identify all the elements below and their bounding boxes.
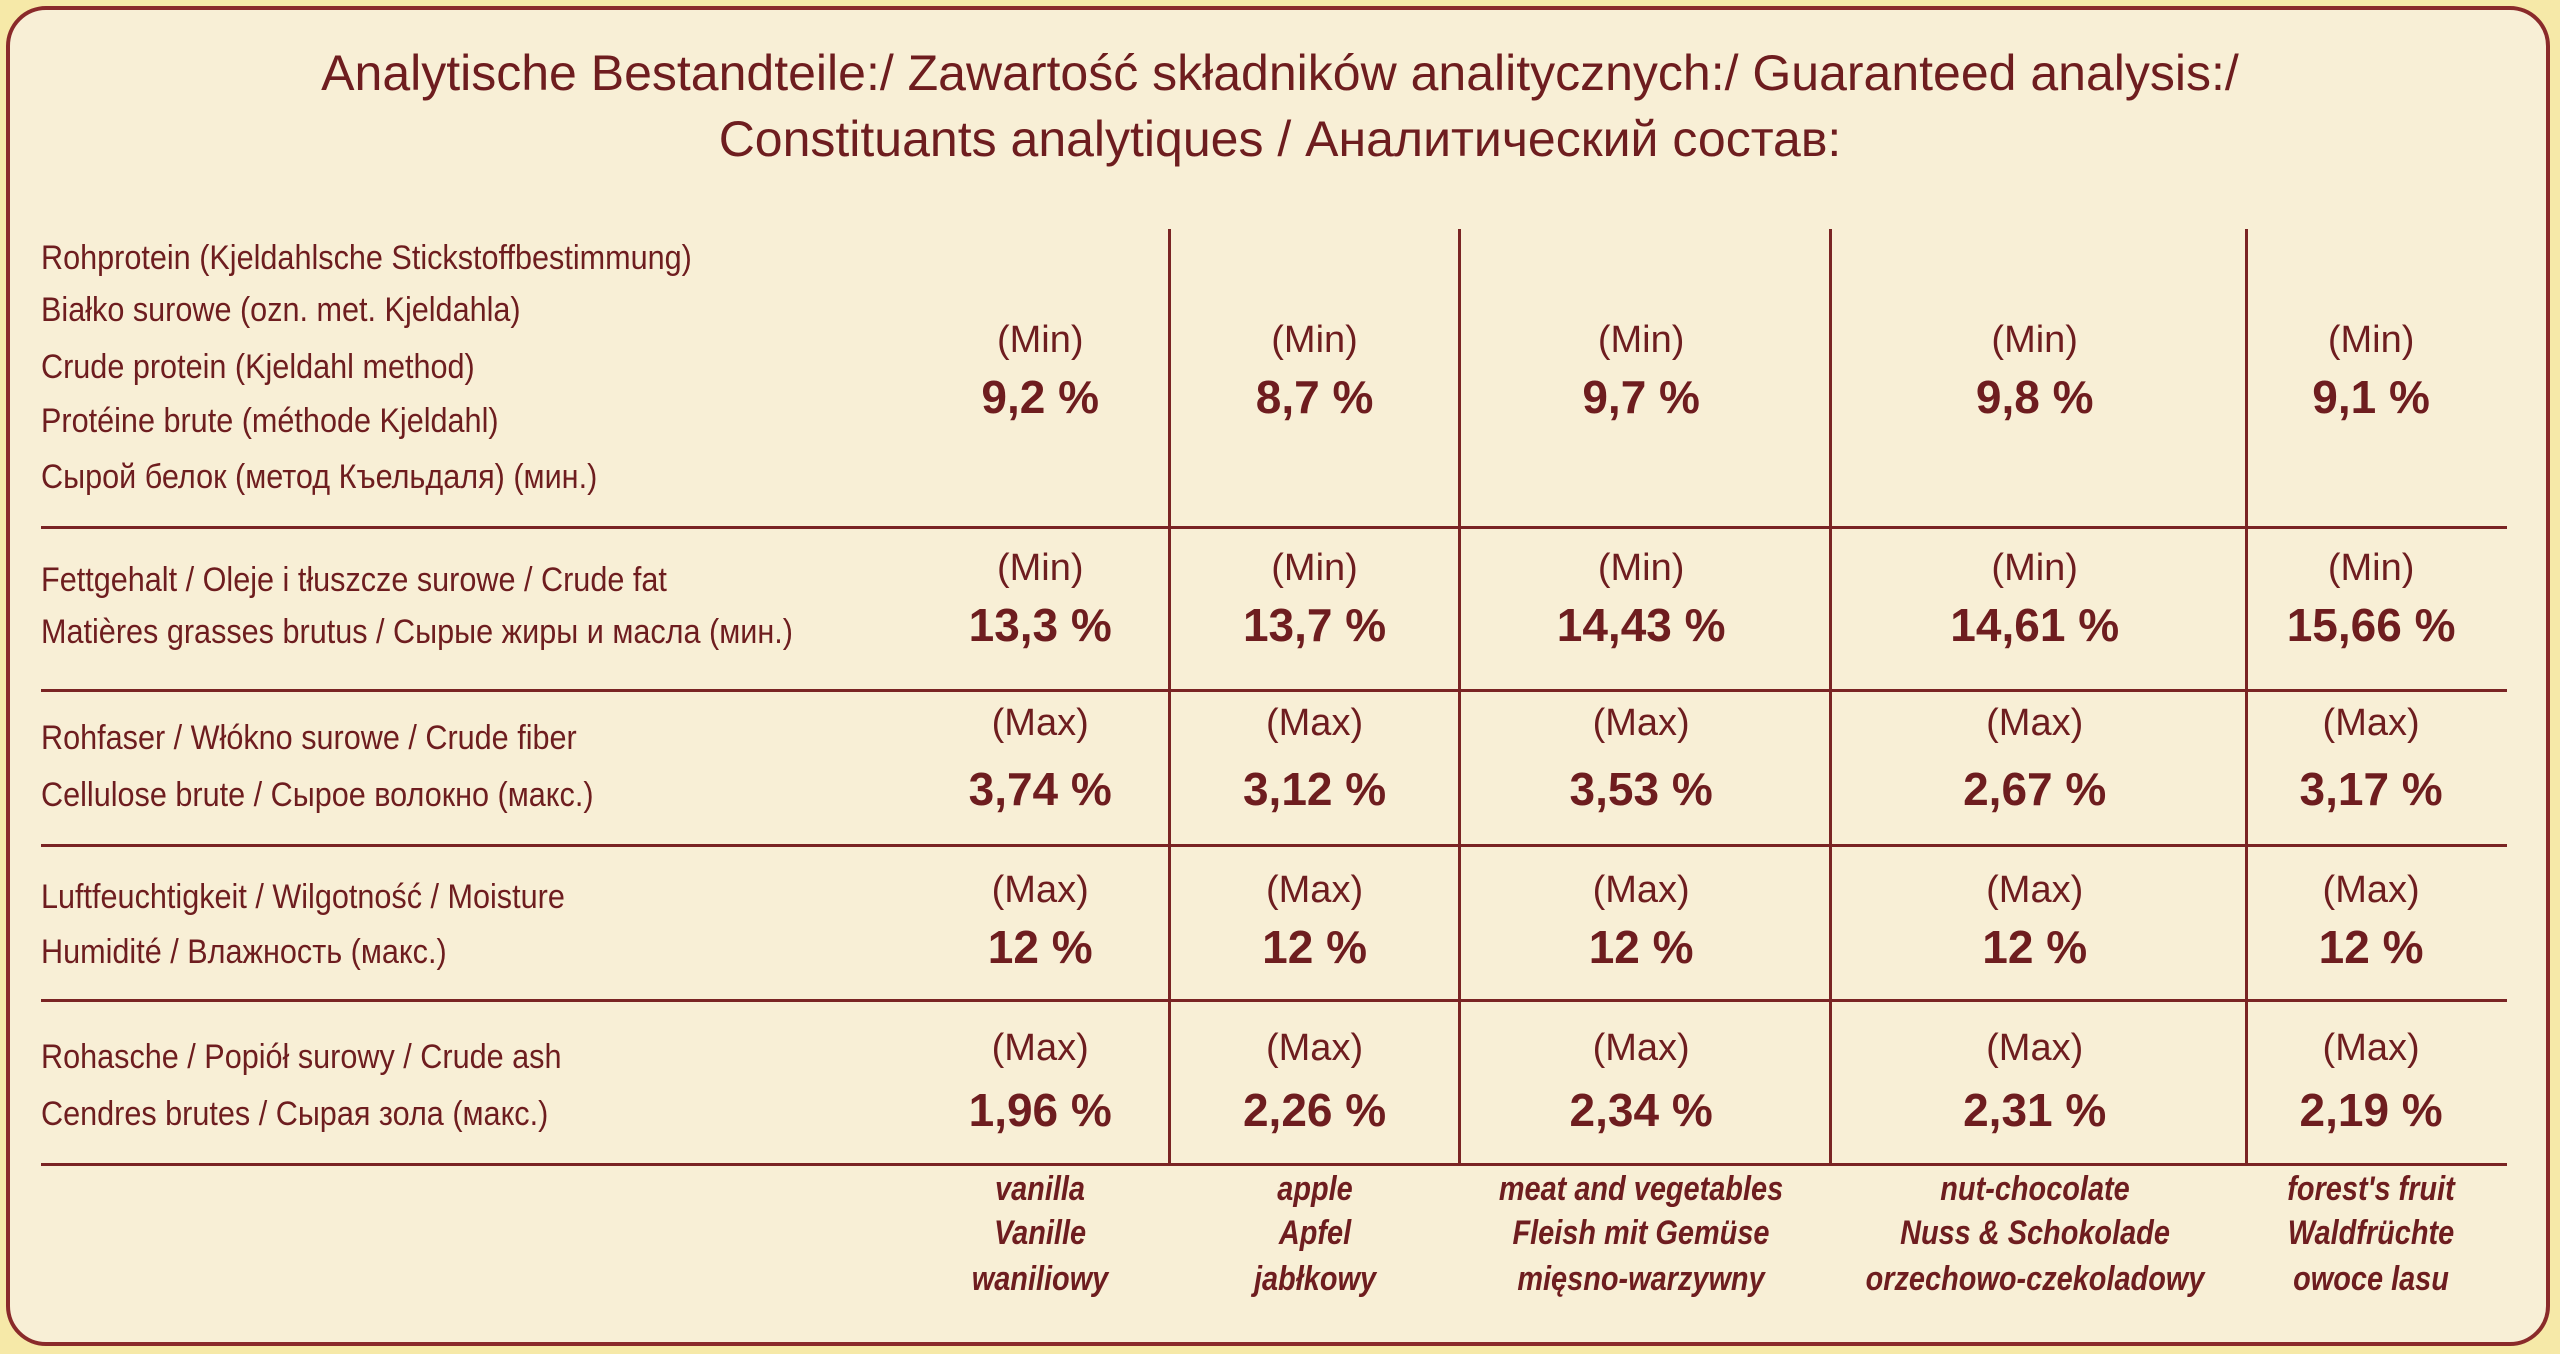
qualifier: (Max): [1266, 1027, 1364, 1070]
flavor-name: Nuss & Schokolade: [1899, 1213, 2170, 1252]
flavor-name: apple: [1276, 1169, 1353, 1208]
column-divider: [1828, 228, 1832, 1163]
title-line: Analytische Bestandteile:/ Zawartość skł…: [321, 45, 2239, 102]
value: 3,74 %: [968, 762, 1112, 815]
qualifier: (Min): [1271, 318, 1358, 361]
qualifier: (Max): [1986, 868, 2084, 911]
value: 14,61 %: [1950, 599, 2120, 652]
row-label: Matières grasses brutus / Сырые жиры и м…: [40, 612, 793, 651]
row-label: Сырой белок (метод Къельдаля) (мин.): [40, 457, 598, 496]
value: 3,53 %: [1569, 762, 1713, 815]
row-label: Rohasche / Popiół surowy / Crude ash: [40, 1037, 562, 1076]
qualifier: (Max): [991, 1027, 1089, 1070]
value: 12 %: [2318, 921, 2424, 974]
value: 12 %: [987, 921, 1093, 974]
value: 12 %: [1982, 921, 2088, 974]
qualifier: (Min): [2327, 547, 2415, 590]
value: 12 %: [1262, 921, 1367, 974]
column-divider: [2245, 228, 2249, 1163]
row-label: Humidité / Влажность (макс.): [40, 933, 447, 972]
value: 9,2 %: [981, 370, 1100, 423]
flavor-name: owoce lasu: [2293, 1259, 2450, 1298]
row-label: Crude protein (Kjeldahl method): [40, 348, 475, 387]
value: 2,67 %: [1963, 762, 2107, 815]
flavor-name: Fleish mit Gemüse: [1512, 1213, 1770, 1252]
row-label: Białko surowe (ozn. met. Kjeldahla): [40, 291, 521, 330]
panel: [6, 6, 2550, 1346]
qualifier: (Max): [1592, 702, 1690, 745]
value: 15,66 %: [2286, 599, 2456, 652]
flavor-name: Waldfrüchte: [2287, 1213, 2455, 1252]
qualifier: (Max): [1266, 702, 1364, 745]
row-label: Rohfaser / Włókno surowe / Crude fiber: [40, 719, 577, 758]
flavor-name: jabłkowy: [1253, 1259, 1376, 1298]
value: 3,17 %: [2299, 762, 2443, 815]
value: 9,1 %: [2312, 370, 2430, 423]
value: 2,26 %: [1242, 1084, 1387, 1137]
qualifier: (Min): [1991, 547, 2078, 590]
column-divider: [1458, 228, 1462, 1163]
flavor-name: forest's fruit: [2287, 1169, 2455, 1208]
qualifier: (Min): [1597, 318, 1685, 361]
row-divider: [40, 525, 2507, 529]
qualifier: (Max): [991, 868, 1089, 911]
flavor-name: vanilla: [995, 1169, 1086, 1208]
flavor-name: mięsno-warzywny: [1517, 1259, 1765, 1298]
value: 9,7 %: [1582, 370, 1700, 423]
row-label: Cendres brutes / Сырая зола (макс.): [40, 1094, 549, 1133]
qualifier: (Max): [991, 702, 1089, 745]
value: 2,31 %: [1963, 1084, 2107, 1137]
flavor-name: Apfel: [1278, 1213, 1351, 1252]
qualifier: (Max): [1592, 868, 1690, 911]
qualifier: (Max): [2322, 1027, 2420, 1070]
qualifier: (Max): [2322, 868, 2420, 911]
flavor-name: orzechowo-czekoladowy: [1865, 1259, 2205, 1298]
value: 2,34 %: [1569, 1084, 1713, 1137]
qualifier: (Min): [1271, 547, 1358, 590]
qualifier: (Min): [2327, 318, 2415, 361]
qualifier: (Max): [2322, 702, 2420, 745]
value: 14,43 %: [1556, 599, 1726, 652]
qualifier: (Min): [1991, 318, 2078, 361]
row-divider: [40, 844, 2507, 848]
row-divider: [40, 999, 2507, 1003]
qualifier: (Min): [1597, 547, 1685, 590]
qualifier: (Min): [996, 318, 1084, 361]
value: 3,12 %: [1242, 762, 1387, 815]
title-line: Constituants analytiques / Аналитический…: [718, 110, 1842, 167]
column-divider: [1167, 228, 1171, 1163]
flavor-name: meat and vegetables: [1498, 1169, 1784, 1208]
value: 13,3 %: [968, 599, 1112, 652]
row-label: Protéine brute (méthode Kjeldahl): [40, 402, 499, 441]
qualifier: (Max): [1266, 868, 1364, 911]
flavor-name: nut-chocolate: [1939, 1169, 2130, 1208]
qualifier: (Max): [1986, 1027, 2084, 1070]
qualifier: (Max): [1592, 1027, 1690, 1070]
row-label: Rohprotein (Kjeldahlsche Stickstoffbesti…: [40, 239, 692, 277]
flavor-name: Vanille: [994, 1213, 1087, 1252]
row-label: Fettgehalt / Oleje i tłuszcze surowe / C…: [40, 560, 667, 599]
row-label: Luftfeuchtigkeit / Wilgotność / Moisture: [40, 877, 565, 916]
row-divider: [40, 689, 2507, 693]
qualifier: (Max): [1986, 702, 2084, 745]
value: 9,8 %: [1975, 370, 2094, 423]
value: 8,7 %: [1255, 370, 1374, 423]
qualifier: (Min): [996, 547, 1084, 590]
value: 1,96 %: [968, 1084, 1112, 1137]
value: 12 %: [1588, 921, 1694, 974]
flavor-name: waniliowy: [971, 1259, 1109, 1298]
row-divider: [40, 1162, 2507, 1166]
value: 13,7 %: [1242, 599, 1387, 652]
value: 2,19 %: [2299, 1084, 2443, 1137]
row-label: Cellulose brute / Сырое волокно (макс.): [40, 776, 594, 815]
